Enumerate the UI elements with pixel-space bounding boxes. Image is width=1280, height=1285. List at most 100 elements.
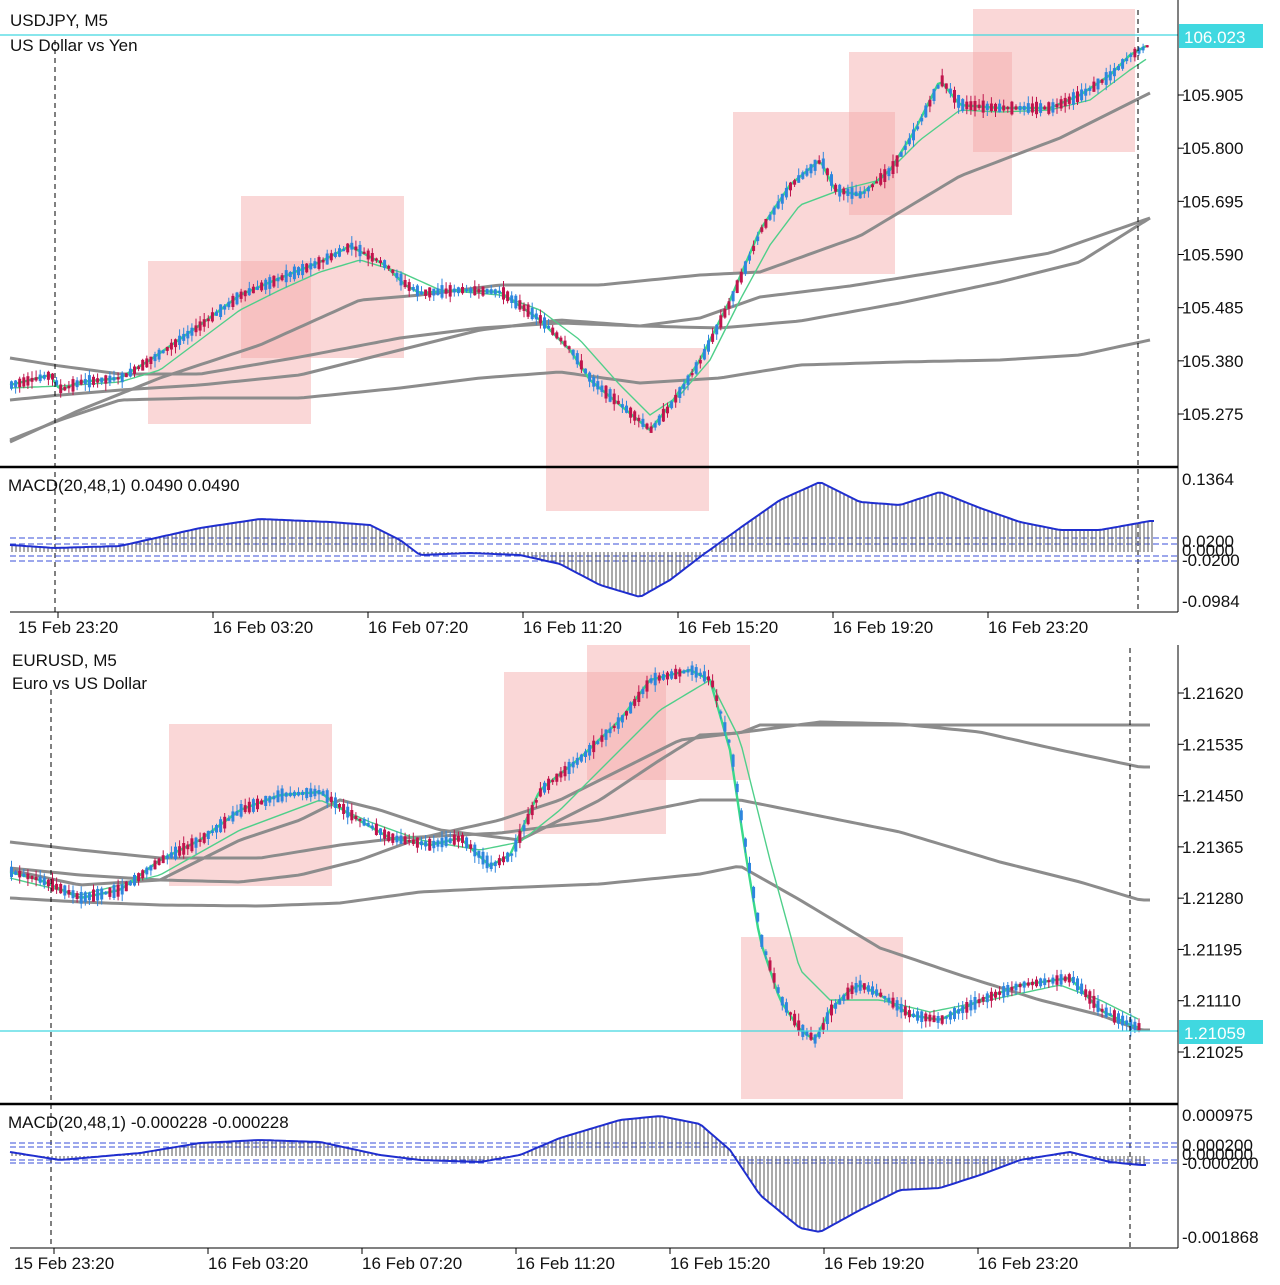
candle-body (772, 207, 776, 215)
candle-body (415, 837, 419, 848)
candle-body (965, 101, 969, 110)
candle-body (953, 1008, 956, 1019)
candle-body (1051, 102, 1055, 113)
candle-body (932, 1015, 936, 1023)
candle-body (1047, 102, 1051, 114)
candle-body (153, 860, 157, 870)
candle-body (731, 291, 735, 302)
candle-body (944, 1016, 948, 1019)
candle-body (1022, 981, 1026, 988)
candle-body (120, 372, 124, 383)
candle-body (1076, 978, 1079, 991)
candle-body (186, 330, 190, 339)
candle-body (469, 288, 473, 293)
candle-body (1088, 991, 1092, 1004)
candle-body (588, 372, 592, 382)
candle-body (702, 671, 706, 682)
eurusd-macd-level-zero: 0.000000 (1182, 1145, 1253, 1164)
usdjpy-current-price-label: 106.023 (1184, 28, 1245, 47)
usdjpy-highlight-zones (148, 9, 1135, 511)
eurusd-time-axis[interactable]: 15 Feb 23:20 16 Feb 03:20 16 Feb 07:20 16 F… (14, 1248, 1078, 1273)
candle-body (219, 304, 223, 317)
candle-body (194, 325, 198, 333)
candle-body (1043, 106, 1047, 110)
candle-body (1108, 1013, 1112, 1016)
candle-body (1055, 975, 1059, 985)
candle-body (994, 103, 997, 112)
candle-body (534, 800, 538, 803)
candle-body (813, 1034, 817, 1044)
candle-body (522, 825, 526, 831)
candle-body (96, 378, 100, 383)
candle-body (895, 155, 899, 167)
candle-body (182, 333, 186, 341)
usdjpy-time-axis[interactable]: 15 Feb 23:20 16 Feb 03:20 16 Feb 07:20 16 F… (18, 612, 1088, 637)
candle-body (825, 1012, 829, 1024)
candle-body (26, 376, 30, 386)
usdjpy-chart[interactable]: 106.023 USDJPY, M5 US Dollar vs Yen 105.… (0, 0, 1263, 637)
candle-body (592, 376, 596, 387)
candle-body (87, 375, 91, 388)
usdjpy-price-axis[interactable]: 105.905 105.800 105.695 105.590 105.485 105.3… (1177, 0, 1243, 612)
price-tick-label: 1.21110 (1182, 992, 1241, 1011)
highlight-zone (973, 9, 1135, 152)
usdjpy-macd-panel[interactable]: MACD(20,48,1) 0.0490 0.0490 0.1364 -0.09… (8, 470, 1240, 611)
candle-body (784, 1002, 788, 1013)
candle-body (71, 379, 75, 392)
time-tick-label: 16 Feb 15:20 (670, 1254, 770, 1273)
candle-body (436, 288, 440, 296)
time-tick-label: 16 Feb 19:20 (833, 618, 933, 637)
candle-body (702, 349, 706, 360)
candle-body (969, 101, 973, 111)
candle-body (1014, 106, 1018, 110)
candle-body (756, 912, 760, 922)
usdjpy-candles (10, 43, 1149, 433)
candle-body (690, 373, 694, 376)
candle-body (210, 312, 214, 322)
candle-body (128, 368, 132, 377)
candle-body (280, 275, 284, 281)
candle-body (190, 327, 194, 336)
candle-body (235, 292, 239, 305)
candle-body (268, 796, 272, 803)
candle-body (1084, 88, 1088, 96)
candle-body (14, 871, 18, 875)
candle-body (14, 380, 18, 388)
candle-body (493, 861, 497, 867)
candle-body (707, 676, 710, 681)
candle-body (395, 272, 399, 279)
candle-body (551, 327, 555, 335)
candle-body (686, 375, 690, 385)
candle-body (1026, 982, 1030, 986)
candle-body (760, 227, 764, 232)
candle-body (379, 828, 382, 835)
eurusd-symbol-label: EURUSD, M5 (12, 651, 117, 670)
candle-body (178, 846, 182, 856)
candle-body (633, 411, 637, 421)
candle-body (1125, 1020, 1129, 1025)
candle-body (821, 158, 825, 169)
candle-body (469, 844, 473, 849)
candle-body (1080, 89, 1084, 101)
candle-body (403, 280, 407, 288)
eurusd-chart[interactable]: 1.21059 EURUSD, M5 Euro vs US Dollar 1.2… (0, 645, 1263, 1273)
candle-body (875, 181, 879, 184)
eurusd-macd-panel[interactable]: MACD(20,48,1) -0.000228 -0.000228 0.0009… (8, 1106, 1259, 1247)
candle-body (202, 319, 206, 327)
candle-body (157, 858, 161, 865)
eurusd-macd-label: MACD(20,48,1) -0.000228 -0.000228 (8, 1113, 289, 1132)
eurusd-price-axis[interactable]: 1.21620 1.21535 1.21450 1.21365 1.21280 1.211… (1177, 645, 1243, 1248)
candle-body (1129, 54, 1133, 57)
slow-moving-average-line (9, 679, 1139, 1020)
candle-body (436, 840, 440, 847)
candle-body (112, 377, 116, 381)
highlight-zone (849, 52, 1012, 215)
candle-body (530, 805, 534, 816)
candle-body (809, 164, 813, 174)
candle-body (666, 672, 669, 680)
candle-body (707, 340, 710, 352)
candle-body (854, 983, 858, 993)
candle-body (247, 288, 251, 296)
candle-body (10, 867, 13, 877)
candle-body (1088, 88, 1092, 91)
